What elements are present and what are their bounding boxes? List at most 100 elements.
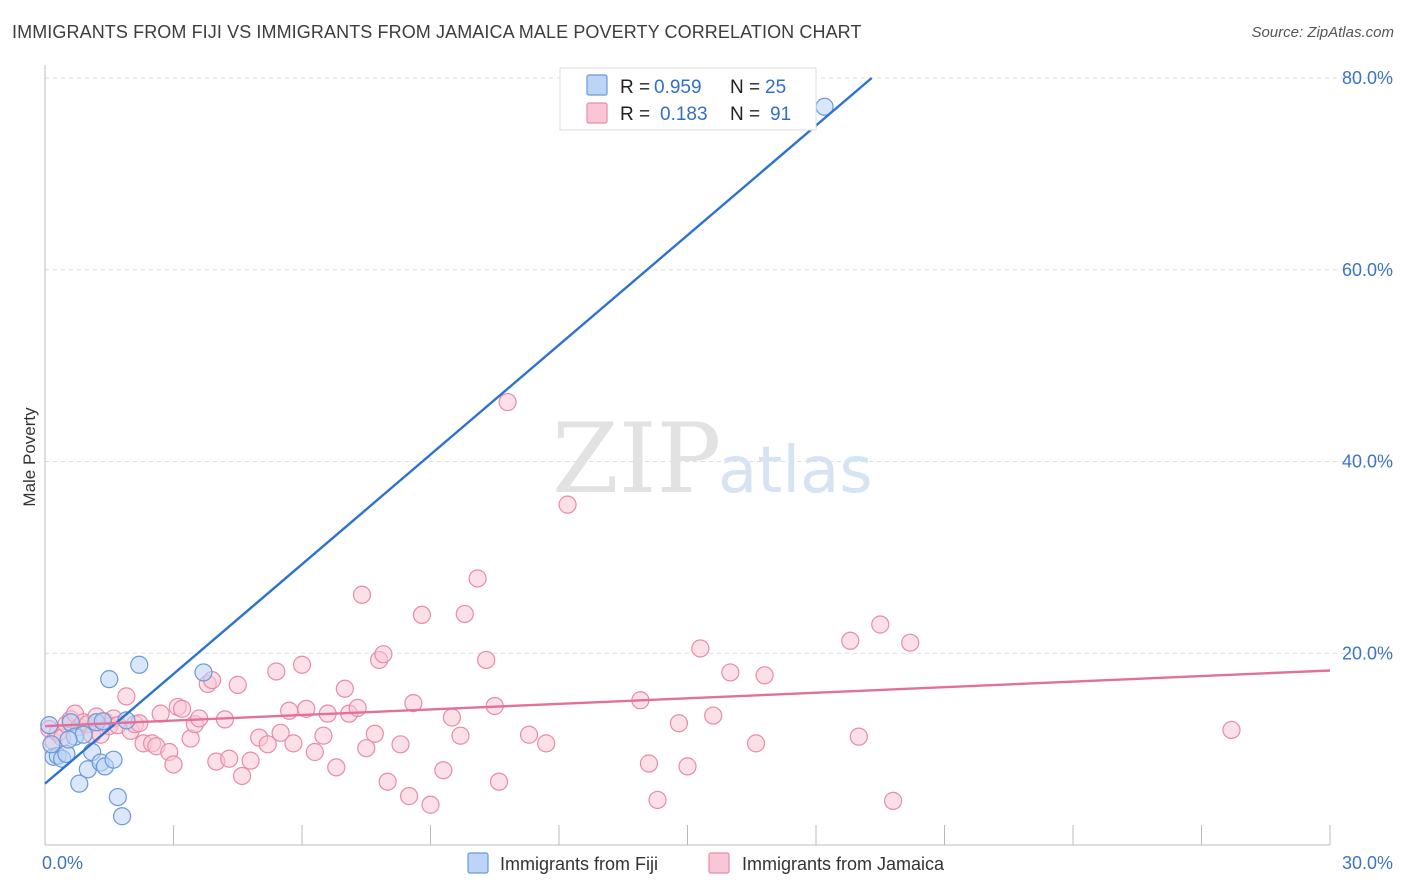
point-jamaica-59 [374, 645, 393, 664]
legend-swatch-jamaica [586, 102, 608, 124]
point-jamaica-84 [704, 706, 723, 725]
series-jamaica-points [40, 392, 1241, 814]
point-fiji-16 [108, 787, 127, 807]
legend-n-label-jamaica: N = [730, 104, 760, 125]
y-axis-label: Male Poverty [20, 407, 39, 507]
point-fiji-14 [100, 670, 119, 689]
point-jamaica-47 [297, 699, 316, 718]
point-jamaica-90 [871, 615, 890, 634]
point-jamaica-17 [117, 687, 136, 706]
legend-r-label-fiji: R = [620, 77, 650, 98]
watermark-zip: ZIP [552, 403, 721, 515]
point-jamaica-39 [241, 751, 260, 770]
correlation-legend: R = 0.959 N = 25 R = 0.183 N = 91 [559, 67, 817, 131]
legend-r-label-jamaica: R = [620, 104, 650, 125]
point-jamaica-93 [1222, 720, 1241, 740]
point-fiji-20 [194, 663, 213, 682]
point-jamaica-92 [901, 633, 920, 652]
point-jamaica-24 [151, 704, 170, 723]
legend-n-value-fiji: 25 [765, 77, 786, 98]
gridlines [45, 77, 1392, 654]
point-jamaica-75 [519, 725, 539, 744]
point-fiji-22 [42, 735, 61, 754]
point-jamaica-48 [305, 742, 324, 762]
series-legend: Immigrants from Fiji Immigrants from Jam… [467, 852, 945, 874]
bottom-legend-label-fiji: Immigrants from Fiji [500, 854, 658, 874]
point-jamaica-52 [335, 679, 354, 698]
y-tick-label-0: 20.0% [1342, 643, 1393, 663]
point-fiji-8 [74, 725, 93, 744]
point-jamaica-57 [365, 724, 384, 743]
chart-title: IMMIGRANTS FROM FIJI VS IMMIGRANTS FROM … [12, 22, 862, 42]
point-jamaica-61 [391, 735, 410, 754]
bottom-legend-swatch-fiji [467, 852, 489, 874]
point-jamaica-62 [399, 787, 419, 806]
point-jamaica-73 [489, 772, 509, 791]
point-jamaica-66 [434, 761, 453, 780]
trend-line-jamaica [44, 669, 1331, 728]
point-jamaica-43 [271, 723, 290, 742]
point-jamaica-69 [455, 604, 474, 624]
trend-line-fiji [44, 77, 873, 785]
legend-r-value-jamaica: 0.183 [660, 104, 708, 125]
point-jamaica-38 [232, 766, 252, 786]
point-jamaica-82 [678, 757, 697, 776]
point-jamaica-37 [228, 675, 247, 694]
y-tick-label-2: 60.0% [1342, 260, 1393, 280]
series-fiji-points [40, 97, 834, 826]
point-jamaica-55 [352, 585, 372, 604]
point-jamaica-51 [327, 758, 346, 777]
point-fiji-19 [130, 655, 149, 674]
point-jamaica-63 [404, 694, 423, 713]
point-jamaica-42 [267, 662, 286, 681]
point-jamaica-77 [558, 495, 577, 514]
legend-r-value-fiji: 0.959 [654, 77, 702, 98]
point-jamaica-67 [442, 708, 462, 727]
point-jamaica-81 [669, 714, 689, 733]
point-jamaica-60 [378, 772, 397, 791]
legend-n-value-jamaica: 91 [770, 104, 791, 125]
point-jamaica-26 [164, 755, 183, 774]
legend-swatch-fiji [586, 74, 608, 96]
point-jamaica-65 [421, 795, 440, 814]
y-tick-label-3: 80.0% [1342, 68, 1393, 88]
point-jamaica-70 [468, 569, 487, 588]
point-jamaica-88 [841, 631, 860, 650]
point-jamaica-45 [284, 734, 303, 753]
x-tick-labels: 0.0% 30.0% [42, 853, 1393, 873]
point-jamaica-41 [258, 735, 277, 754]
point-jamaica-80 [648, 790, 667, 810]
trend-lines [44, 77, 1331, 785]
point-jamaica-36 [220, 749, 239, 768]
point-jamaica-76 [537, 734, 556, 753]
point-jamaica-71 [477, 650, 496, 670]
point-jamaica-79 [639, 754, 659, 773]
bottom-legend-swatch-jamaica [708, 852, 730, 874]
point-jamaica-28 [172, 699, 192, 718]
point-jamaica-49 [314, 726, 333, 745]
source-label: Source: ZipAtlas.com [1251, 24, 1394, 41]
y-tick-label-1: 40.0% [1342, 452, 1393, 472]
point-fiji-7 [70, 774, 89, 793]
x-tick-label-0: 0.0% [42, 853, 83, 873]
point-jamaica-86 [746, 734, 766, 753]
point-jamaica-56 [357, 739, 376, 758]
x-tick-label-1: 30.0% [1342, 853, 1393, 873]
point-fiji-17 [112, 807, 132, 826]
point-fiji-24 [59, 730, 78, 749]
point-jamaica-89 [849, 727, 868, 746]
point-jamaica-87 [755, 666, 774, 685]
point-jamaica-74 [498, 392, 517, 412]
point-jamaica-91 [883, 791, 903, 810]
point-fiji-23 [93, 712, 112, 731]
point-fiji-15 [104, 750, 123, 769]
bottom-legend-label-jamaica: Immigrants from Jamaica [742, 854, 945, 874]
point-jamaica-83 [691, 639, 710, 658]
legend-n-label-fiji: N = [730, 77, 760, 98]
point-jamaica-68 [451, 726, 470, 745]
point-jamaica-64 [412, 605, 432, 625]
watermark: ZIP atlas [552, 403, 873, 515]
point-jamaica-85 [721, 663, 740, 682]
y-tick-labels: 20.0% 40.0% 60.0% 80.0% [1342, 68, 1393, 663]
